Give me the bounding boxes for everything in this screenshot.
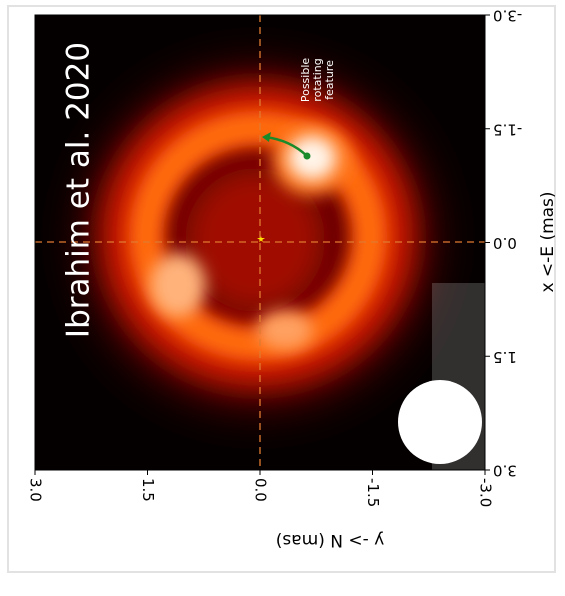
image: [35, 15, 485, 470]
x-tick-label: 0.0: [252, 478, 270, 502]
y-axis-label: x <-E (mas): [538, 191, 558, 292]
x-tick-label: 1.5: [139, 478, 157, 502]
annotation: Possiblerotatingfeature: [299, 58, 336, 103]
x-axis-label: y -> N (mas): [276, 530, 384, 550]
x-tick-label: -3.0: [477, 478, 495, 507]
annotation-text: Possiblerotatingfeature: [299, 58, 336, 103]
y-tick-label: -3.0: [493, 7, 522, 25]
y-tick-label: 1.5: [493, 348, 517, 366]
figure: Ibrahim et al. 2020 Possiblerotatingfeat…: [0, 0, 565, 592]
y-tick-label: -1.5: [493, 120, 522, 138]
x-tick-label: 3.0: [27, 478, 45, 502]
title: Ibrahim et al. 2020: [61, 42, 97, 338]
page: Ibrahim et al. 2020 Possiblerotatingfeat…: [0, 0, 565, 596]
x-tick-label: -1.5: [364, 478, 382, 507]
y-tick-label: 0.0: [493, 234, 517, 252]
y-tick-label: 3.0: [493, 462, 517, 480]
